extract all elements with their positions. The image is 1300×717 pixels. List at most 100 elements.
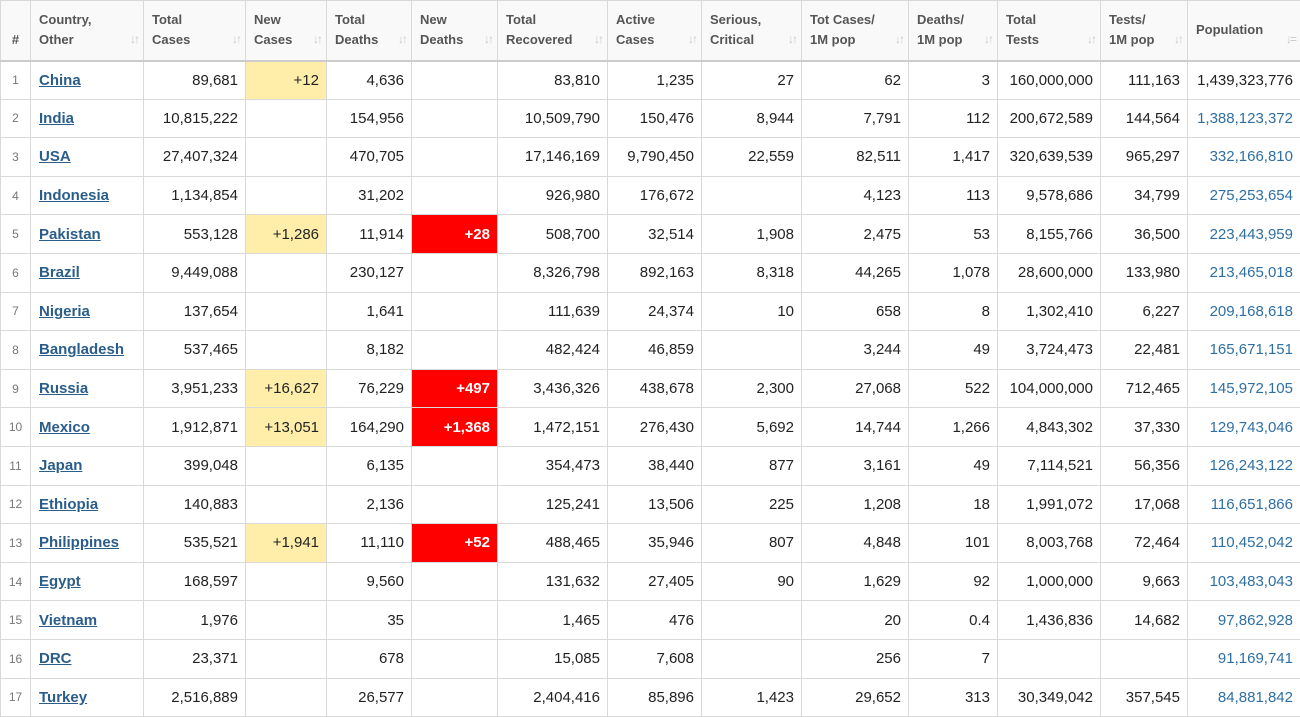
sort-arrows-icon[interactable]: ↓↑ <box>130 29 138 49</box>
cell-serious: 10 <box>702 292 802 331</box>
cell-new-deaths <box>412 485 498 524</box>
country-link[interactable]: Ethiopia <box>39 496 98 513</box>
sort-arrows-icon[interactable]: ↓↑ <box>1174 29 1182 49</box>
cell-serious: 1,908 <box>702 215 802 254</box>
cell-population: 275,253,654 <box>1188 176 1300 215</box>
cell-new-cases <box>246 639 327 678</box>
cell-total-recovered: 8,326,798 <box>498 253 608 292</box>
cell-total-cases: 3,951,233 <box>144 369 246 408</box>
cell-total-recovered: 1,472,151 <box>498 408 608 447</box>
country-link[interactable]: Pakistan <box>39 226 101 243</box>
cell-total-recovered: 131,632 <box>498 562 608 601</box>
table-header-row: #Country, Other↓↑Total Cases↓↑New Cases↓… <box>1 1 1300 61</box>
cell-total-tests: 104,000,000 <box>998 369 1101 408</box>
cell-cases-per-m: 3,244 <box>802 331 909 370</box>
cell-tests-per-m: 22,481 <box>1101 331 1188 370</box>
column-header-total-cases[interactable]: Total Cases↓↑ <box>144 1 246 61</box>
cell-idx: 12 <box>1 485 31 524</box>
sort-arrows-icon[interactable]: ↓↑ <box>398 29 406 49</box>
country-link[interactable]: Russia <box>39 380 88 397</box>
column-header-new-cases[interactable]: New Cases↓↑ <box>246 1 327 61</box>
sort-arrows-icon[interactable]: ↓↑ <box>1087 29 1095 49</box>
cell-new-cases: +1,941 <box>246 524 327 563</box>
cell-idx: 2 <box>1 99 31 138</box>
column-header-population[interactable]: Population ↓= <box>1188 1 1300 61</box>
sort-arrows-icon[interactable]: ↓↑ <box>232 29 240 49</box>
column-header-serious[interactable]: Serious, Critical↓↑ <box>702 1 802 61</box>
country-link[interactable]: Philippines <box>39 534 119 551</box>
cell-total-recovered: 354,473 <box>498 446 608 485</box>
country-link[interactable]: Brazil <box>39 264 80 281</box>
cell-tests-per-m: 965,297 <box>1101 138 1188 177</box>
cell-new-cases <box>246 562 327 601</box>
cell-idx: 7 <box>1 292 31 331</box>
column-header-new-deaths[interactable]: New Deaths↓↑ <box>412 1 498 61</box>
cell-active-cases: 85,896 <box>608 678 702 717</box>
sort-arrows-icon[interactable]: ↓↑ <box>313 29 321 49</box>
country-link[interactable]: USA <box>39 148 71 165</box>
column-header-tests-per-m[interactable]: Tests/ 1M pop↓↑ <box>1101 1 1188 61</box>
sort-arrows-icon[interactable]: ↓↑ <box>688 29 696 49</box>
cell-total-cases: 399,048 <box>144 446 246 485</box>
column-header-total-deaths[interactable]: Total Deaths↓↑ <box>327 1 412 61</box>
column-header-active-cases[interactable]: Active Cases↓↑ <box>608 1 702 61</box>
sort-desc-icon[interactable]: ↓= <box>1286 29 1295 49</box>
column-header-label: # <box>12 30 19 50</box>
cell-serious <box>702 601 802 640</box>
cell-country: USA <box>31 138 144 177</box>
cell-active-cases: 46,859 <box>608 331 702 370</box>
sort-arrows-icon[interactable]: ↓↑ <box>788 29 796 49</box>
cell-total-deaths: 35 <box>327 601 412 640</box>
country-link[interactable]: Egypt <box>39 573 81 590</box>
cell-total-tests: 28,600,000 <box>998 253 1101 292</box>
cell-total-deaths: 230,127 <box>327 253 412 292</box>
cell-deaths-per-m: 1,266 <box>909 408 998 447</box>
country-link[interactable]: Bangladesh <box>39 341 124 358</box>
cell-deaths-per-m: 113 <box>909 176 998 215</box>
cell-new-cases <box>246 678 327 717</box>
country-link[interactable]: India <box>39 110 74 127</box>
cell-total-recovered: 10,509,790 <box>498 99 608 138</box>
column-header-country[interactable]: Country, Other ↓↑ <box>31 1 144 61</box>
sort-arrows-icon[interactable]: ↓↑ <box>984 29 992 49</box>
country-link[interactable]: Nigeria <box>39 303 90 320</box>
cell-cases-per-m: 4,848 <box>802 524 909 563</box>
cell-total-recovered: 3,436,326 <box>498 369 608 408</box>
country-link[interactable]: Mexico <box>39 419 90 436</box>
column-header-total-recovered[interactable]: Total Recovered↓↑ <box>498 1 608 61</box>
country-link[interactable]: China <box>39 72 81 89</box>
country-link[interactable]: Indonesia <box>39 187 109 204</box>
cell-active-cases: 27,405 <box>608 562 702 601</box>
sort-arrows-icon[interactable]: ↓↑ <box>484 29 492 49</box>
cell-total-deaths: 2,136 <box>327 485 412 524</box>
cell-new-cases <box>246 485 327 524</box>
country-link[interactable]: Japan <box>39 457 82 474</box>
cell-new-deaths <box>412 176 498 215</box>
column-header-cases-per-m[interactable]: Tot Cases/ 1M pop↓↑ <box>802 1 909 61</box>
cell-deaths-per-m: 112 <box>909 99 998 138</box>
column-header-label: Country, Other <box>39 10 91 50</box>
cell-total-recovered: 125,241 <box>498 485 608 524</box>
cell-new-cases: +1,286 <box>246 215 327 254</box>
country-link[interactable]: Turkey <box>39 689 87 706</box>
cell-population: 126,243,122 <box>1188 446 1300 485</box>
sort-arrows-icon[interactable]: ↓↑ <box>594 29 602 49</box>
country-link[interactable]: DRC <box>39 650 72 667</box>
sort-arrows-icon[interactable]: ↓↑ <box>895 29 903 49</box>
cell-total-deaths: 26,577 <box>327 678 412 717</box>
cell-deaths-per-m: 0.4 <box>909 601 998 640</box>
cell-total-tests: 4,843,302 <box>998 408 1101 447</box>
column-header-deaths-per-m[interactable]: Deaths/ 1M pop↓↑ <box>909 1 998 61</box>
country-link[interactable]: Vietnam <box>39 612 97 629</box>
cell-population: 129,743,046 <box>1188 408 1300 447</box>
cell-country: India <box>31 99 144 138</box>
column-header-label: Population <box>1196 20 1263 40</box>
column-header-total-tests[interactable]: Total Tests↓↑ <box>998 1 1101 61</box>
cell-total-tests: 8,003,768 <box>998 524 1101 563</box>
